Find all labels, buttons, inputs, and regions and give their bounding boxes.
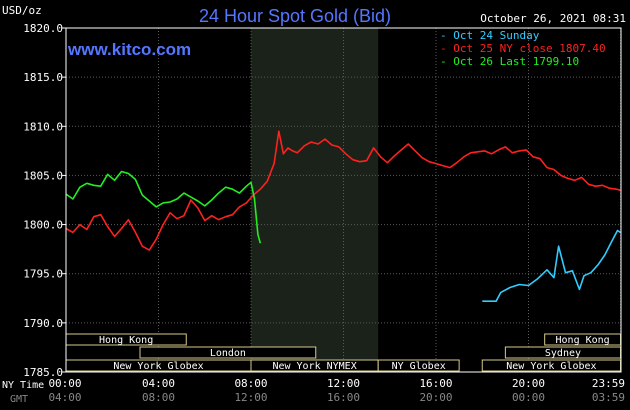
x-tick-label-gmt: 16:00	[327, 391, 360, 404]
chart-title: 24 Hour Spot Gold (Bid)	[199, 6, 391, 26]
x-tick-label-gmt: 08:00	[142, 391, 175, 404]
y-tick-label: 1795.0	[23, 268, 63, 281]
session-label: Hong Kong	[556, 335, 610, 346]
plot-frame	[65, 27, 622, 373]
trading-sessions: Hong Kong London New York Globex New York N…	[65, 333, 622, 372]
session-label: New York Globex	[113, 361, 203, 372]
x-tick-label-ny: 23:59	[592, 377, 625, 390]
y-tick-label: 1805.0	[23, 169, 63, 182]
series-line-2	[482, 229, 621, 303]
nymex-session-shading	[251, 28, 379, 372]
legend-label: Oct 26 Last 1799.10	[453, 55, 579, 68]
session-bar	[139, 346, 317, 359]
session-label: Hong Kong	[99, 335, 153, 346]
x-axis: 00:0004:0004:0008:0008:0012:0012:0016:00…	[48, 377, 625, 404]
x-tick-label-gmt: 12:00	[234, 391, 267, 404]
y-axis: 1820.0 1815.0 1810.0 1805.0 1800.0 1795.0 1790…	[23, 22, 66, 379]
x-tick-label-gmt: 00:00	[512, 391, 545, 404]
watermark-link[interactable]: www.kitco.com	[67, 40, 191, 59]
x-tick-label-ny: 12:00	[327, 377, 360, 390]
x-tick-label-ny: 20:00	[512, 377, 545, 390]
price-series	[65, 130, 621, 303]
legend-dash: -	[440, 29, 453, 42]
x-tick-label-ny: 04:00	[142, 377, 175, 390]
legend-label: Oct 25 NY close 1807.40	[453, 42, 605, 55]
y-tick-label: 1785.0	[23, 366, 63, 379]
y-tick-label: 1790.0	[23, 317, 63, 330]
y-axis-unit-label: USD/oz	[2, 4, 42, 17]
x-tick-label-ny: 08:00	[234, 377, 267, 390]
timestamp: October 26, 2021 08:31	[480, 12, 626, 25]
x-axis-label-gmt: GMT	[10, 394, 28, 405]
y-tick-label: 1810.0	[23, 120, 63, 133]
series-line-1	[65, 170, 262, 244]
x-tick-label-ny: 16:00	[419, 377, 452, 390]
series-line-0	[65, 130, 621, 251]
legend-dash: -	[440, 55, 453, 68]
legend-entry: - Oct 26 Last 1799.10	[440, 55, 579, 68]
legend-entry: - Oct 25 NY close 1807.40	[440, 42, 606, 55]
x-tick-label-gmt: 03:59	[592, 391, 625, 404]
session-label: Sydney	[545, 348, 581, 359]
session-label: New York NYMEX	[272, 361, 356, 372]
y-tick-label: 1815.0	[23, 71, 63, 84]
session-bar	[377, 359, 460, 372]
session-label: New York Globex	[506, 361, 596, 372]
y-tick-label: 1820.0	[23, 22, 63, 35]
y-tick-label: 1800.0	[23, 219, 63, 232]
x-tick-label-gmt: 20:00	[419, 391, 452, 404]
legend-label: Oct 24 Sunday	[453, 29, 539, 42]
session-label: London	[210, 348, 246, 359]
x-tick-label-ny: 00:00	[48, 377, 81, 390]
x-axis-label-ny: NY Time	[2, 380, 44, 391]
session-label: NY Globex	[392, 361, 446, 372]
legend: - Oct 24 Sunday- Oct 25 NY close 1807.40…	[440, 29, 606, 68]
legend-dash: -	[440, 42, 453, 55]
legend-entry: - Oct 24 Sunday	[440, 29, 540, 42]
x-tick-label-gmt: 04:00	[48, 391, 81, 404]
